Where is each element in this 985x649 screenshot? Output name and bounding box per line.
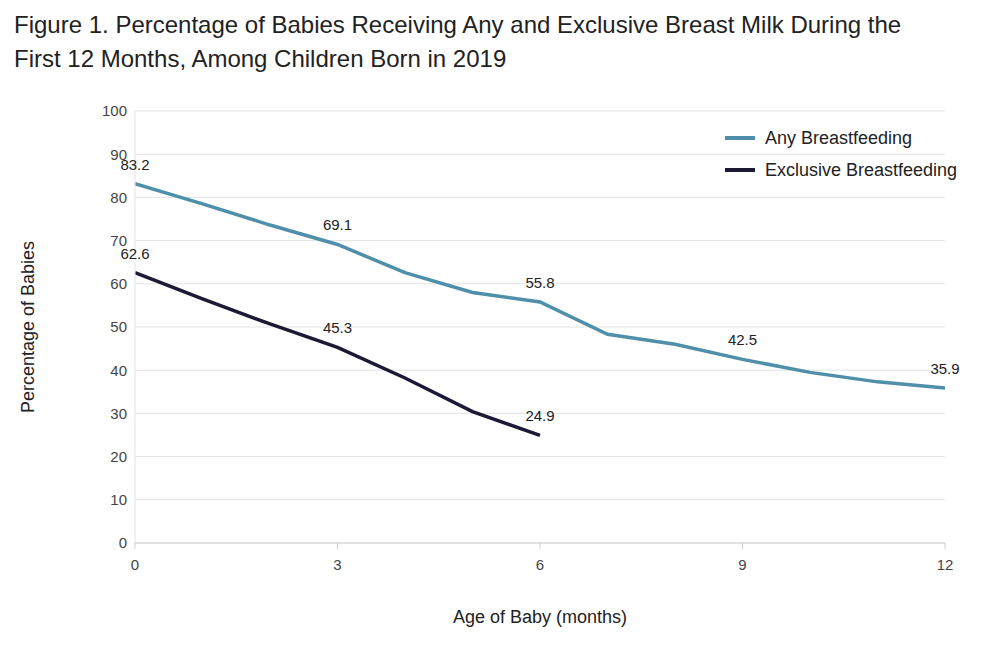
svg-text:42.5: 42.5 bbox=[728, 331, 757, 348]
svg-text:30: 30 bbox=[110, 405, 127, 422]
svg-text:10: 10 bbox=[110, 491, 127, 508]
svg-text:20: 20 bbox=[110, 448, 127, 465]
svg-text:35.9: 35.9 bbox=[930, 360, 959, 377]
svg-text:Percentage of Babies: Percentage of Babies bbox=[18, 241, 38, 413]
svg-text:45.3: 45.3 bbox=[323, 319, 352, 336]
svg-text:100: 100 bbox=[102, 102, 127, 119]
svg-text:12: 12 bbox=[937, 556, 954, 573]
svg-text:3: 3 bbox=[333, 556, 341, 573]
svg-text:0: 0 bbox=[119, 534, 127, 551]
svg-text:55.8: 55.8 bbox=[525, 274, 554, 291]
svg-text:80: 80 bbox=[110, 189, 127, 206]
svg-text:83.2: 83.2 bbox=[120, 156, 149, 173]
svg-text:90: 90 bbox=[110, 145, 127, 163]
svg-text:69.1: 69.1 bbox=[323, 216, 352, 233]
svg-text:50: 50 bbox=[110, 318, 127, 335]
svg-text:24.9: 24.9 bbox=[525, 407, 554, 424]
svg-text:62.6: 62.6 bbox=[120, 245, 149, 262]
html-text:Any Breastfeeding: Any Breastfeeding bbox=[765, 127, 913, 148]
html-text:Exclusive Breastfeeding: Exclusive Breastfeeding bbox=[765, 159, 958, 180]
svg-text:70: 70 bbox=[110, 231, 127, 249]
svg-text:Age of Baby (months): Age of Baby (months) bbox=[453, 607, 627, 627]
svg-text:6: 6 bbox=[536, 556, 544, 573]
svg-text:60: 60 bbox=[110, 275, 127, 292]
svg-text:0: 0 bbox=[131, 556, 139, 573]
svg-text:9: 9 bbox=[738, 556, 746, 573]
html-text:Figure 1. Percentage of Babies: Figure 1. Percentage of Babies Receiving… bbox=[14, 11, 902, 72]
svg-text:40: 40 bbox=[110, 362, 127, 379]
